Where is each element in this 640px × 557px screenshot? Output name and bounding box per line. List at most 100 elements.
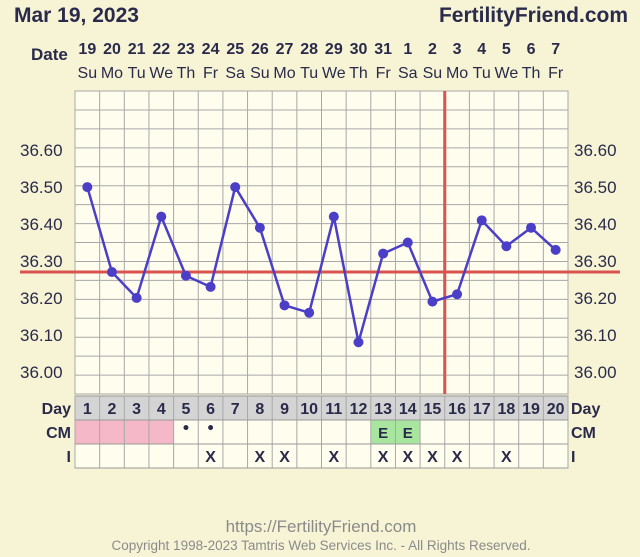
date-label: 6 xyxy=(527,41,536,58)
temperature-point[interactable] xyxy=(131,292,142,303)
y-tick-label-left: 36.20 xyxy=(20,289,63,308)
temperature-point[interactable] xyxy=(254,222,265,233)
cm-cell-egg-white xyxy=(395,420,421,444)
temperature-point[interactable] xyxy=(156,211,167,222)
intercourse-mark: X xyxy=(255,449,266,466)
cycle-day-label: 8 xyxy=(255,401,264,418)
weekday-label: We xyxy=(495,65,519,82)
temperature-point[interactable] xyxy=(328,211,339,222)
weekday-label: Th xyxy=(177,65,196,82)
cm-egg-white-mark: E xyxy=(378,425,388,442)
weekday-label: Sa xyxy=(225,65,245,82)
date-label: 19 xyxy=(78,41,96,58)
temperature-point[interactable] xyxy=(427,296,438,307)
y-tick-label-right: 36.30 xyxy=(574,252,617,271)
intercourse-mark: X xyxy=(378,449,389,466)
y-tick-label-left: 36.50 xyxy=(20,178,63,197)
date-label: 5 xyxy=(502,41,511,58)
intercourse-mark: X xyxy=(427,449,438,466)
temperature-point[interactable] xyxy=(180,270,191,281)
date-label: 25 xyxy=(226,41,244,58)
site-name[interactable]: FertilityFriend.com xyxy=(439,4,628,27)
temperature-point[interactable] xyxy=(526,222,537,233)
cm-cell-pink xyxy=(75,420,100,444)
cm-cell-egg-white xyxy=(370,420,396,444)
y-tick-label-right: 36.20 xyxy=(574,289,617,308)
cm-egg-white-mark: E xyxy=(403,425,413,442)
date-label: 26 xyxy=(251,41,269,58)
temperature-point[interactable] xyxy=(106,267,117,278)
temperature-point[interactable] xyxy=(230,182,241,193)
date-label: 27 xyxy=(276,41,294,58)
temperature-point[interactable] xyxy=(279,300,290,311)
temperature-line xyxy=(86,185,557,344)
date-label: 24 xyxy=(202,41,220,58)
weekday-label: Mo xyxy=(273,65,295,82)
weekday-label: Th xyxy=(349,65,368,82)
weekday-label: Mo xyxy=(101,65,123,82)
y-tick-label-right: 36.00 xyxy=(574,363,617,382)
date-label: 20 xyxy=(103,41,121,58)
cycle-day-label: 10 xyxy=(300,401,318,418)
temperature-point[interactable] xyxy=(452,289,463,300)
chart-date-title: Mar 19, 2023 xyxy=(14,4,139,27)
temperature-point[interactable] xyxy=(476,215,487,226)
temperature-point[interactable] xyxy=(550,244,561,255)
y-tick-label-right: 36.60 xyxy=(574,141,617,160)
temperature-series xyxy=(20,91,620,394)
cycle-day-label: 20 xyxy=(547,401,565,418)
date-label: 22 xyxy=(152,41,170,58)
cm-dot-mark: • xyxy=(206,421,215,437)
date-label: 4 xyxy=(477,41,486,58)
intercourse-row-label-right: I xyxy=(571,449,575,466)
temperature-point[interactable] xyxy=(501,241,512,252)
weekday-label: Fr xyxy=(376,65,392,82)
weekday-label: Fr xyxy=(548,65,564,82)
intercourse-mark: X xyxy=(452,449,463,466)
weekday-label: Tu xyxy=(128,65,146,82)
day-row-label-right: Day xyxy=(571,401,600,418)
footer-copyright: Copyright 1998-2023 Tamtris Web Services… xyxy=(112,538,531,553)
cycle-day-label: 17 xyxy=(473,401,491,418)
y-tick-label-left: 36.60 xyxy=(20,141,63,160)
footer-url[interactable]: https://FertilityFriend.com xyxy=(226,517,417,536)
y-tick-label-right: 36.40 xyxy=(574,215,617,234)
cycle-day-label: 9 xyxy=(280,401,289,418)
y-tick-label-right: 36.50 xyxy=(574,178,617,197)
temperature-point[interactable] xyxy=(402,237,413,248)
date-label: 1 xyxy=(403,41,412,58)
date-label: 21 xyxy=(128,41,146,58)
cm-row-label-left: CM xyxy=(46,425,71,442)
cm-cell-pink xyxy=(124,420,149,444)
intercourse-mark: X xyxy=(501,449,512,466)
y-tick-label-left: 36.10 xyxy=(20,326,63,345)
y-tick-label-left: 36.30 xyxy=(20,252,63,271)
y-tick-label-left: 36.00 xyxy=(20,363,63,382)
cycle-day-label: 13 xyxy=(374,401,392,418)
bottom-rows: 1 2 3 4 5 6 7 8 9 10 11 12 13 14 15 16 17 18 19 20• • E EX X X X X… xyxy=(42,395,600,469)
temperature-point[interactable] xyxy=(82,182,93,193)
cm-cell-pink xyxy=(148,420,174,444)
weekday-label: We xyxy=(322,65,346,82)
date-label: 23 xyxy=(177,41,195,58)
temperature-point[interactable] xyxy=(378,248,389,259)
date-label: 3 xyxy=(453,41,462,58)
weekday-label: Tu xyxy=(473,65,491,82)
cycle-day-label: 15 xyxy=(424,401,442,418)
intercourse-mark: X xyxy=(279,449,290,466)
temperature-point[interactable] xyxy=(353,337,364,348)
weekday-label: We xyxy=(149,65,173,82)
date-label: 30 xyxy=(350,41,368,58)
y-tick-label-right: 36.10 xyxy=(574,326,617,345)
intercourse-row-label-left: I xyxy=(67,449,71,466)
temperature-point[interactable] xyxy=(205,281,216,292)
cycle-day-label: 5 xyxy=(181,401,190,418)
cm-row-label-right: CM xyxy=(571,425,596,442)
cycle-day-label: 1 xyxy=(83,401,92,418)
weekday-label: Su xyxy=(423,65,443,82)
cm-dot-mark: • xyxy=(181,421,190,437)
temperature-point[interactable] xyxy=(304,307,315,318)
cycle-day-label: 14 xyxy=(399,401,417,418)
cycle-day-label: 16 xyxy=(448,401,466,418)
